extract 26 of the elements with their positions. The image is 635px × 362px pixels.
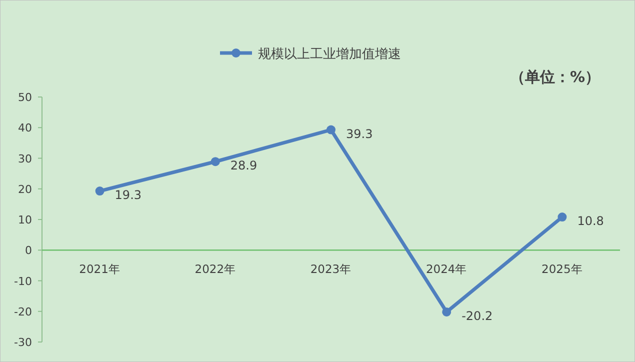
x-tick-label: 2024年 bbox=[426, 262, 468, 276]
x-tick-label: 2025年 bbox=[542, 262, 583, 276]
data-label: 39.3 bbox=[346, 126, 373, 141]
y-tick-label: 30 bbox=[18, 152, 32, 166]
x-tick-label: 2023年 bbox=[310, 262, 352, 276]
legend-label: 规模以上工业增加值增速 bbox=[258, 47, 401, 62]
data-label: 10.8 bbox=[577, 214, 604, 228]
text: （单位：%） bbox=[510, 68, 600, 86]
y-tick-label: 40 bbox=[18, 122, 32, 135]
y-tick-label: 10 bbox=[18, 214, 32, 226]
data-label: -20.2 bbox=[462, 308, 493, 323]
y-tick-label: -10 bbox=[14, 274, 32, 288]
y-tick-label: 20 bbox=[18, 182, 32, 196]
point bbox=[442, 307, 452, 316]
point bbox=[95, 186, 104, 196]
y-tick-label: -20 bbox=[14, 305, 32, 318]
data-label: 28.9 bbox=[230, 158, 258, 173]
y-tick-label: -30 bbox=[14, 336, 32, 349]
point bbox=[210, 157, 220, 166]
x-tick-label: 2021年 bbox=[79, 262, 120, 276]
point bbox=[558, 212, 567, 222]
point bbox=[326, 125, 336, 134]
data-label: 19.3 bbox=[114, 188, 142, 202]
x-tick-label: 2022年 bbox=[194, 262, 236, 276]
y-tick-label: 0 bbox=[25, 244, 32, 258]
y-tick-label: 50 bbox=[18, 91, 32, 104]
